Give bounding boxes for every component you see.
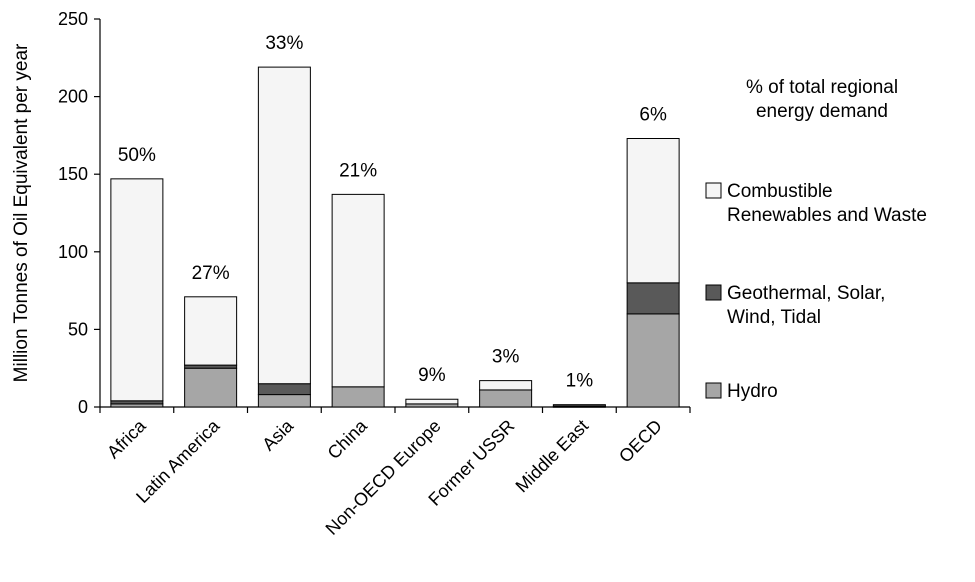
bar-segment-hydro <box>331 386 385 408</box>
bar-segment-hydro <box>626 313 680 408</box>
percent-label: 1% <box>566 371 594 392</box>
legend: % of total regional energy demand Combusti… <box>705 77 927 402</box>
legend-label: Hydro <box>727 381 778 402</box>
legend-swatch <box>705 382 722 399</box>
bar-segment-combustible-renewables-and-waste <box>626 138 680 284</box>
category-label: Middle East <box>512 416 593 497</box>
y-tick-label: 150 <box>58 164 88 184</box>
percent-label: 21% <box>339 160 377 181</box>
legend-label: Combustible <box>727 181 833 202</box>
percent-label: 6% <box>639 105 667 126</box>
bar-segment-combustible-renewables-and-waste <box>405 398 459 405</box>
legend-title: energy demand <box>756 101 888 122</box>
y-tick-label: 250 <box>58 9 88 29</box>
plot-area: 0 50 100 150 200 250 Million Tonnes of Oil Equ… <box>11 9 691 539</box>
legend-label: Wind, Tidal <box>727 307 821 328</box>
legend-label: Geothermal, Solar, <box>727 283 885 304</box>
bar-segment-combustible-renewables-and-waste <box>110 178 164 402</box>
category-label: Asia <box>258 415 298 455</box>
bar-segment-combustible-renewables-and-waste <box>184 296 238 366</box>
bar-segment-hydro <box>257 394 311 408</box>
legend-swatch <box>705 284 722 301</box>
percent-label: 9% <box>418 365 446 386</box>
legend-swatch <box>705 182 722 199</box>
percent-label: 27% <box>192 263 230 284</box>
bar-segment-geothermal-solar-wind-tidal <box>626 282 680 315</box>
y-axis-label: Million Tonnes of Oil Equivalent per yea… <box>11 43 32 382</box>
bar-segment-combustible-renewables-and-waste <box>331 193 385 388</box>
legend-title: % of total regional <box>746 77 898 98</box>
bar-segment-hydro <box>479 389 533 408</box>
bar-segment-combustible-renewables-and-waste <box>479 380 533 391</box>
category-label: OECD <box>615 416 666 467</box>
percent-label: 33% <box>265 33 303 54</box>
y-tick-label: 200 <box>58 87 88 107</box>
y-tick-label: 50 <box>68 319 88 339</box>
category-label: China <box>324 415 372 463</box>
bar-segment-geothermal-solar-wind-tidal <box>257 383 311 396</box>
bar-segment-geothermal-solar-wind-tidal <box>552 404 606 407</box>
percent-label: 3% <box>492 347 520 368</box>
y-tick-label: 0 <box>78 397 88 417</box>
category-label: Africa <box>103 415 150 462</box>
y-tick-label: 100 <box>58 242 88 262</box>
bar-segment-combustible-renewables-and-waste <box>257 66 311 385</box>
percent-label: 50% <box>118 145 156 166</box>
bar-segment-hydro <box>184 367 238 408</box>
legend-label: Renewables and Waste <box>727 205 927 226</box>
